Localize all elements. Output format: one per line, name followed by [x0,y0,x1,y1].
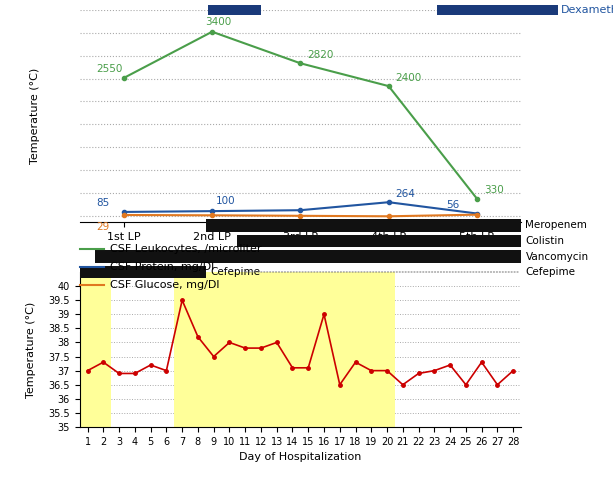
Text: 2400: 2400 [395,73,422,82]
Text: Vancomycin: Vancomycin [525,252,588,262]
Text: Cefepime: Cefepime [210,267,260,277]
X-axis label: Day of Hospitalization: Day of Hospitalization [239,452,362,462]
Y-axis label: Temperature (°C): Temperature (°C) [26,301,36,398]
Text: 2550: 2550 [96,65,123,74]
Bar [237,235,521,247]
Text: 14: 14 [305,223,318,233]
Bar [80,266,206,278]
Text: CSF Leukocytes, /microliter: CSF Leukocytes, /microliter [110,243,262,254]
Text: 35: 35 [481,222,494,232]
Text: Cefepime: Cefepime [525,267,576,277]
Text: 100: 100 [216,196,236,206]
Text: Meropenem: Meropenem [525,220,587,230]
Bar [206,219,521,232]
Text: 2820: 2820 [307,50,333,60]
Text: 5: 5 [393,224,400,234]
Text: 117: 117 [289,219,309,229]
Text: 3400: 3400 [205,17,231,27]
Text: 23: 23 [216,223,229,233]
Text: 29: 29 [96,222,109,232]
Bar [96,250,521,263]
Text: CSF Protein, mg/Dl: CSF Protein, mg/Dl [110,262,215,272]
Bar [80,272,111,427]
Y-axis label: Temperature (°C): Temperature (°C) [30,68,40,164]
Text: Dexamethasone: Dexamethasone [561,5,613,15]
Text: 56: 56 [446,200,460,210]
Bar [174,272,395,427]
Text: 330: 330 [484,185,504,195]
Text: 85: 85 [96,199,109,208]
Text: CSF Glucose, mg/Dl: CSF Glucose, mg/Dl [110,280,220,290]
Text: 264: 264 [395,188,416,199]
Text: Colistin: Colistin [525,236,565,246]
